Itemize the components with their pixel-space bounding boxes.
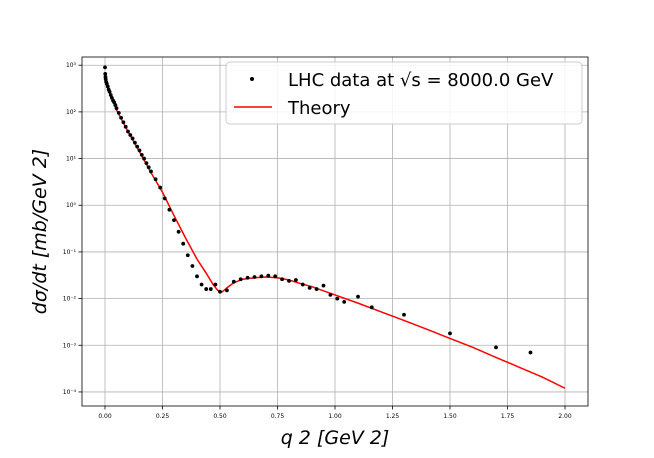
y-tick-label: 10⁻³ (63, 342, 77, 349)
legend-label-data: LHC data at √s = 8000.0 GeV (288, 70, 554, 91)
data-point (245, 275, 250, 280)
data-point (105, 84, 110, 89)
data-point (139, 152, 144, 157)
data-point (181, 241, 186, 246)
data-point (185, 253, 190, 258)
data-point (121, 120, 126, 125)
data-point (356, 294, 360, 299)
data-point (328, 293, 333, 297)
y-tick-label: 10⁻² (63, 296, 77, 303)
legend-label-theory: Theory (287, 98, 351, 119)
data-point (103, 72, 108, 76)
data-point (144, 161, 149, 165)
data-point (107, 89, 112, 94)
legend-box (225, 61, 583, 125)
legend: LHC data at √s = 8000.0 GeV Theory (225, 61, 583, 125)
data-point (494, 345, 498, 350)
data-point (123, 124, 128, 129)
y-tick-label: 10² (66, 109, 77, 116)
data-point (116, 111, 121, 115)
data-point (176, 229, 181, 234)
x-tick-label: 0.75 (271, 413, 285, 420)
y-tick-label: 10⁻¹ (63, 249, 77, 256)
data-point (204, 287, 209, 291)
data-point (114, 106, 119, 111)
data-point (280, 277, 284, 282)
data-point (369, 305, 374, 310)
data-point (113, 103, 118, 107)
data-point (402, 312, 406, 317)
data-point (335, 296, 340, 301)
data-point (153, 177, 158, 182)
data-point (259, 274, 264, 279)
data-point (167, 207, 172, 212)
data-point (119, 115, 123, 120)
data-point (103, 65, 107, 70)
x-axis: 0.00 0.25 0.50 0.75 1.00 1.25 1.50 1.75 2.00 (98, 406, 572, 420)
x-tick-label: 1.75 (501, 413, 515, 420)
data-point (300, 282, 305, 287)
y-axis: 10⁻⁴ 10⁻³ 10⁻² 10⁻¹ 10⁰ 10¹ 10² 10³ (63, 62, 82, 396)
x-tick-label: 2.00 (558, 413, 572, 420)
data-point (199, 282, 204, 287)
data-point (128, 133, 133, 137)
data-point (218, 289, 222, 294)
data-point (135, 144, 140, 149)
y-axis-title: dσ/dt [mb/GeV 2] (29, 149, 51, 314)
x-tick-label: 1.25 (386, 413, 400, 420)
legend-marker-data (250, 77, 254, 81)
y-tick-label: 10⁰ (66, 202, 77, 209)
data-point (213, 282, 218, 287)
data-point (273, 274, 278, 279)
data-point (287, 278, 291, 283)
data-point (133, 140, 137, 145)
data-point (137, 148, 142, 153)
data-point (130, 136, 135, 141)
data-point (321, 283, 326, 288)
data-point (238, 277, 243, 282)
data-point (126, 129, 130, 134)
x-axis-title: q 2 [GeV 2] (281, 427, 390, 449)
data-point (528, 350, 533, 355)
x-tick-label: 1.50 (443, 413, 457, 420)
data-point (146, 165, 151, 170)
data-point (231, 279, 236, 284)
data-point (158, 185, 163, 190)
data-point (225, 288, 229, 293)
data-point (195, 274, 199, 279)
data-point (149, 169, 153, 174)
x-tick-label: 1.00 (328, 413, 342, 420)
data-point (190, 264, 195, 268)
plot-area (103, 65, 566, 389)
data-point (266, 273, 271, 278)
y-tick-label: 10⁻⁴ (63, 389, 77, 396)
x-tick-label: 0.50 (213, 413, 227, 420)
data-point (172, 218, 176, 223)
data-point (448, 331, 452, 336)
y-tick-label: 10³ (66, 62, 77, 69)
x-tick-label: 0.25 (156, 413, 170, 420)
data-point (252, 275, 257, 279)
data-point (142, 156, 147, 161)
y-tick-label: 10¹ (66, 156, 77, 163)
data-point (307, 285, 312, 290)
x-tick-label: 0.00 (98, 413, 112, 420)
data-point (208, 287, 213, 291)
data-point (342, 299, 347, 304)
data-point (162, 196, 167, 201)
data-point (294, 278, 298, 282)
data-point (314, 287, 319, 291)
